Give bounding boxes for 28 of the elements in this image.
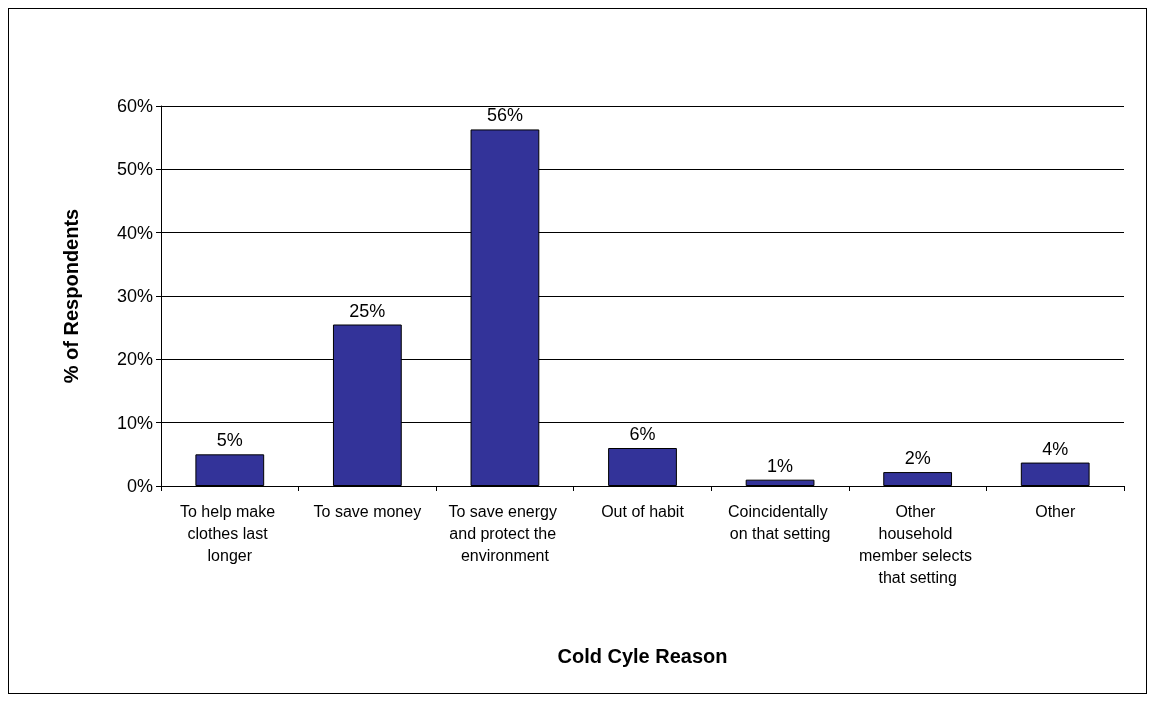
y-tick-label: 20% — [116, 349, 153, 370]
y-tick-label: 60% — [116, 96, 153, 116]
data-label: 1% — [767, 455, 794, 476]
data-label: 56% — [486, 105, 523, 126]
bar — [195, 454, 265, 486]
bar — [608, 448, 677, 486]
bar — [1020, 462, 1090, 486]
x-tick-label: Other household member selects that setting — [858, 502, 977, 586]
data-label: 25% — [349, 300, 386, 321]
data-label: 2% — [904, 448, 931, 469]
x-tick-label: To save energy and protect the environment — [448, 502, 562, 564]
x-tick-label: To help make clothes last longer — [179, 502, 280, 564]
data-label: 6% — [629, 424, 656, 444]
data-label: 5% — [216, 430, 243, 451]
x-tick-label: To save money — [313, 502, 422, 520]
y-tick-label: 40% — [116, 222, 153, 243]
x-tick-label: Other — [1035, 502, 1076, 520]
y-tick-label: 30% — [116, 286, 153, 306]
y-tick-label: 0% — [126, 476, 153, 496]
y-tick-label: 10% — [116, 412, 153, 433]
y-axis-title: % of Respondents — [60, 208, 82, 384]
bar — [745, 479, 815, 486]
x-tick-label: Coincidentally on that setting — [728, 502, 833, 542]
x-tick-label: Out of habit — [601, 502, 685, 520]
x-axis-title: Cold Cyle Reason — [557, 645, 728, 667]
bar — [883, 472, 953, 486]
y-tick-label: 50% — [116, 159, 153, 180]
data-label: 4% — [1042, 438, 1069, 459]
